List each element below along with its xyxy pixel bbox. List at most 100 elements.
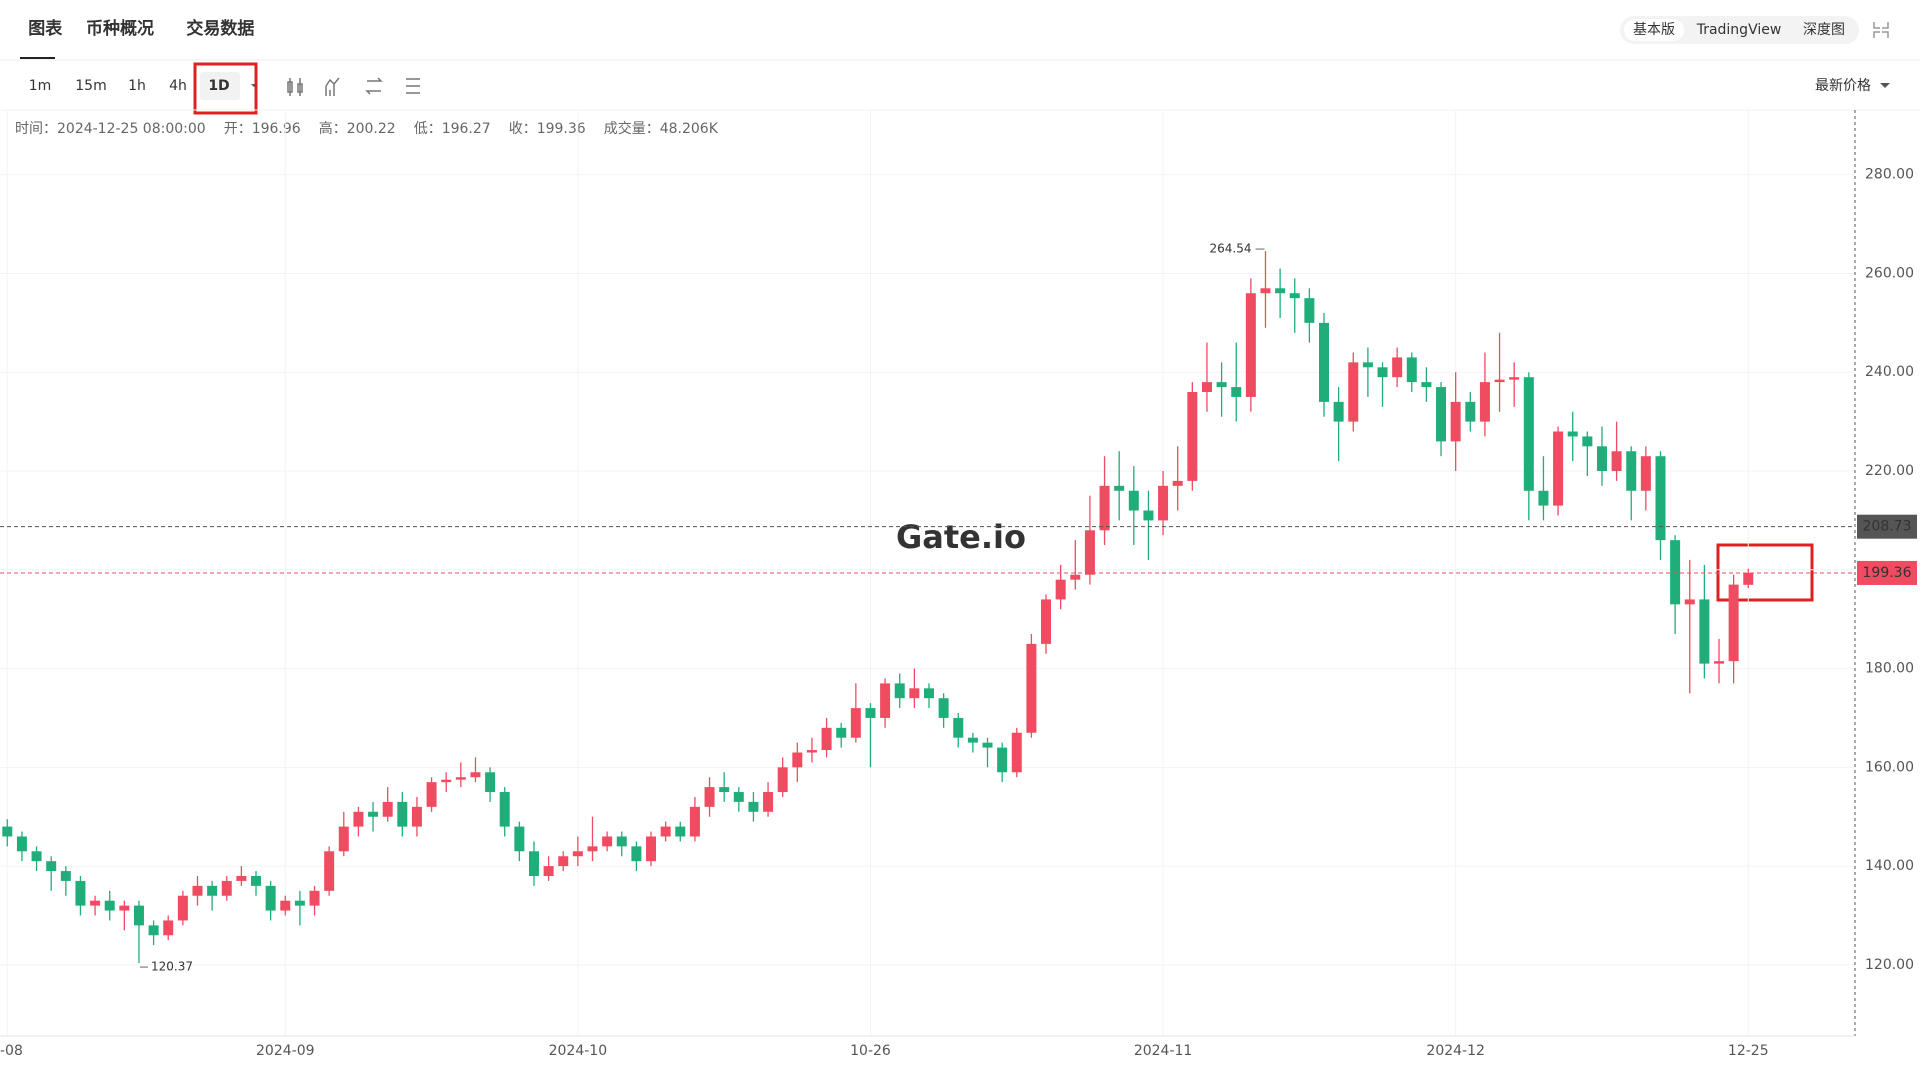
candle-body — [1304, 298, 1315, 323]
info-value: 196.96 — [252, 121, 301, 137]
candle-body — [572, 851, 583, 857]
candle-body — [1392, 357, 1403, 378]
candle-body — [528, 851, 539, 876]
info-value: 48.206K — [660, 121, 719, 137]
info-value: 196.27 — [442, 121, 491, 137]
x-tick-label: 2024-10 — [549, 1043, 608, 1059]
candle-body — [923, 688, 934, 699]
candle-body — [16, 836, 27, 852]
candle-body — [1450, 401, 1461, 442]
version-option[interactable]: TradingView — [1696, 22, 1782, 38]
tab[interactable]: 交易数据 — [186, 18, 254, 39]
candle-body — [265, 885, 276, 911]
candle-body — [1055, 579, 1066, 600]
candle-body — [294, 900, 305, 906]
max-label: 264.54 — [1209, 242, 1251, 256]
highlight-box — [193, 62, 258, 115]
interval-option[interactable]: 4h — [169, 78, 187, 94]
candle-body — [1699, 599, 1710, 664]
candle-body — [543, 866, 554, 876]
candle-body — [1011, 732, 1022, 773]
candle-body — [1670, 540, 1681, 605]
candle-body — [1582, 436, 1593, 447]
candle-body — [1362, 362, 1373, 368]
candle-body — [163, 920, 174, 936]
interval-option[interactable]: 1D — [208, 78, 229, 94]
version-option[interactable]: 基本版 — [1633, 21, 1675, 38]
candle-body — [1187, 391, 1198, 481]
dropdown-arrow — [251, 84, 257, 87]
candle-body — [1245, 293, 1256, 397]
interval-option[interactable]: 1m — [29, 78, 52, 94]
candle-body — [733, 792, 744, 802]
candle-body — [1611, 451, 1622, 472]
x-tick-label: 10-26 — [850, 1043, 891, 1059]
candle-body — [1640, 456, 1651, 491]
candle-body — [1099, 485, 1110, 531]
candle-body — [192, 885, 203, 896]
candle-body — [1728, 584, 1739, 662]
info-label: 低： — [414, 121, 442, 137]
candle-body — [836, 727, 847, 738]
candle-body — [177, 895, 188, 921]
interval-option[interactable]: 15m — [75, 78, 106, 94]
tab[interactable]: 币种概况 — [86, 18, 154, 39]
reference-price: 208.73 — [1863, 519, 1912, 535]
candle-body — [1084, 530, 1095, 575]
candle-body — [1436, 387, 1447, 442]
tab[interactable]: 图表 — [28, 18, 63, 39]
candle-body — [470, 772, 481, 778]
info-value: 199.36 — [537, 121, 586, 137]
candle-body — [938, 698, 949, 718]
candle-body — [514, 826, 525, 852]
candle-body — [1714, 661, 1725, 664]
candle-body — [280, 900, 291, 911]
toolbar-icons[interactable] — [287, 77, 420, 96]
candle-body — [368, 811, 379, 817]
price-mode[interactable]: 最新价格 — [1815, 78, 1871, 94]
dropdown-arrow — [1880, 83, 1890, 88]
version-option[interactable]: 深度图 — [1803, 22, 1845, 38]
candle-body — [558, 856, 569, 867]
candle-body — [1114, 485, 1125, 491]
candle-body — [850, 708, 861, 738]
last-price-tag — [1857, 560, 1917, 585]
candle-body — [397, 801, 408, 827]
candle-body — [207, 885, 218, 896]
candle-body — [909, 688, 920, 699]
candle-body — [309, 890, 320, 906]
candle-body — [763, 792, 774, 812]
candle-body — [1216, 382, 1227, 388]
version-active — [1624, 19, 1684, 41]
candle-body — [704, 787, 715, 807]
candle-body — [1041, 599, 1052, 644]
candle-body — [119, 905, 130, 911]
candle-body — [485, 772, 496, 793]
candle-body — [1289, 293, 1300, 299]
candle-body — [1553, 431, 1564, 506]
candle-body — [880, 683, 891, 718]
info-value: 200.22 — [347, 121, 396, 137]
interval-option[interactable]: 1h — [128, 78, 146, 94]
candle-body — [1743, 572, 1754, 585]
y-tick-label: 140.00 — [1865, 858, 1914, 874]
candle-body — [953, 717, 964, 738]
candle-body — [2, 826, 13, 837]
candle-body — [60, 871, 71, 881]
candle-body — [1538, 490, 1549, 506]
expand-icon[interactable] — [1873, 22, 1889, 38]
candle-body — [1319, 322, 1329, 402]
y-tick-label: 280.00 — [1865, 167, 1914, 183]
info-label: 收： — [509, 121, 537, 137]
candle-body — [90, 900, 101, 906]
candle-body — [441, 779, 452, 783]
y-tick-label: 260.00 — [1865, 265, 1914, 281]
candle-body — [1509, 377, 1520, 380]
y-tick-label: 240.00 — [1865, 364, 1914, 380]
candle-body — [1465, 401, 1476, 422]
candle-body — [221, 880, 232, 896]
candle-body — [236, 875, 247, 881]
min-label: 120.37 — [151, 960, 193, 974]
x-tick-label: -08 — [0, 1043, 23, 1059]
